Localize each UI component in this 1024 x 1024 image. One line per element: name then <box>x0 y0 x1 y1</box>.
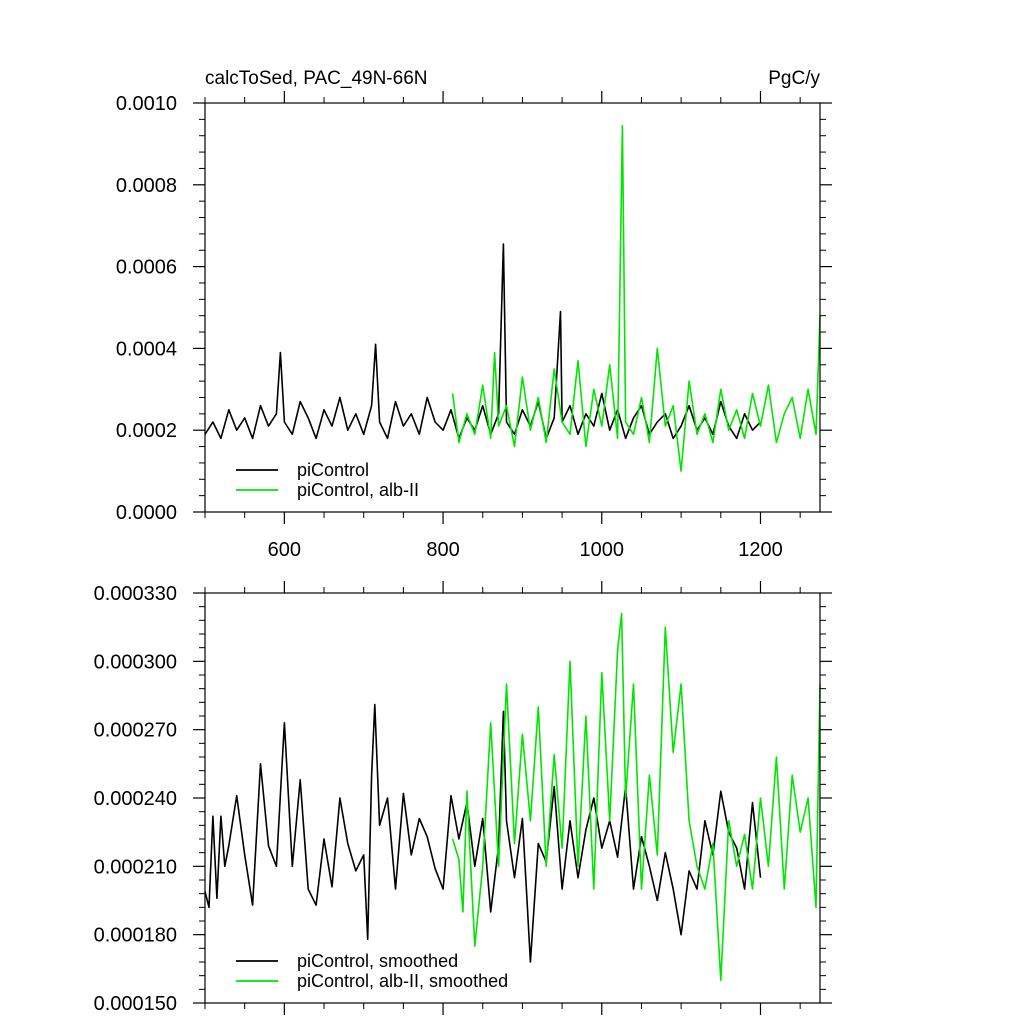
legend-label-1: piControl <box>297 460 369 480</box>
x-tick-label: 800 <box>426 539 459 561</box>
y-tick-label: 0.000150 <box>94 993 177 1015</box>
y-tick-label: 0.0002 <box>116 420 177 442</box>
series-line-2 <box>451 612 821 982</box>
top-plot-frame <box>204 102 821 513</box>
y-tick-label: 0.000270 <box>94 720 177 742</box>
legend-label-2: piControl, alb-II <box>297 480 419 500</box>
chart-title-right: PgC/y <box>768 68 820 89</box>
series-line-2 <box>451 124 821 472</box>
x-tick-label: 1200 <box>738 539 783 561</box>
top-series-group <box>204 124 821 472</box>
series-line-1 <box>204 703 762 963</box>
x-tick-label: 600 <box>268 539 301 561</box>
y-tick-label: 0.0006 <box>116 257 177 279</box>
y-tick-label: 0.0000 <box>116 502 177 524</box>
x-tick-label: 1000 <box>580 539 625 561</box>
top-chart-panel: calcToSed, PAC_49N-66N PgC/y 0.00000.000… <box>116 68 832 561</box>
y-tick-label: 0.000180 <box>94 925 177 947</box>
y-tick-label: 0.0004 <box>116 338 177 360</box>
legend-label-1: piControl, smoothed <box>297 951 458 971</box>
series-line-1 <box>204 243 762 440</box>
bottom-chart-panel: 0.000150 0.000180 0.000210 0.000240 0.000270… <box>94 581 832 1015</box>
y-tick-label: 0.0008 <box>116 175 177 197</box>
y-tick-label: 0.000300 <box>94 651 177 673</box>
bottom-series-group <box>204 612 821 982</box>
y-tick-label: 0.000240 <box>94 788 177 810</box>
top-axes: 0.0000 0.0002 0.0004 0.0006 0.0008 0.0010 600 8… <box>116 91 832 561</box>
y-tick-label: 0.0010 <box>116 93 177 115</box>
y-tick-label: 0.000330 <box>94 583 177 605</box>
y-tick-label: 0.000210 <box>94 856 177 878</box>
legend-label-2: piControl, alb-II, smoothed <box>297 971 508 991</box>
chart-title-left: calcToSed, PAC_49N-66N <box>205 68 427 89</box>
bottom-axes: 0.000150 0.000180 0.000210 0.000240 0.000270… <box>94 581 832 1015</box>
